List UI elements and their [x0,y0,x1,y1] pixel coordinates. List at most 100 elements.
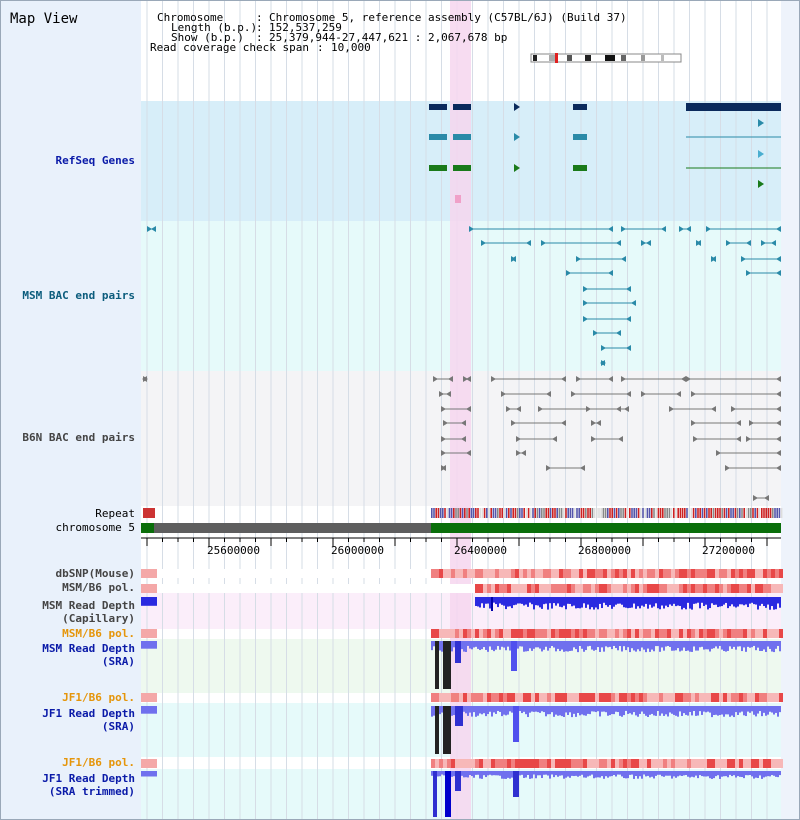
polymorphism-strip [519,759,523,768]
read-depth-bar [679,597,681,606]
read-depth-bar [733,597,735,607]
polymorphism-strip [595,629,599,638]
repeat-feature [609,508,611,518]
track-label-repeat[interactable]: Repeat [95,507,135,520]
read-depth-bar [697,706,699,716]
read-depth-bar [635,597,637,609]
polymorphism-strip [483,629,487,638]
polymorphism-strip [575,629,579,638]
repeat-feature [730,508,732,518]
bac-end-pair [469,226,474,232]
track-label-refseq[interactable]: RefSeq Genes [55,154,135,167]
read-depth-bar [543,641,545,650]
read-depth-bar [559,641,561,652]
bac-end-pair [516,436,521,442]
repeat-feature [466,508,468,518]
read-depth-bar [761,706,763,717]
track-label-jf1-depth-trimmed[interactable]: JF1 Read Depth [42,772,135,785]
polymorphism-strip [555,693,559,702]
read-depth-bar [701,597,703,603]
polymorphism-strip [719,629,723,638]
repeat-feature [637,508,640,518]
track-label-jf1-pol-1[interactable]: JF1/B6 pol. [62,691,135,704]
polymorphism-strip [775,584,779,593]
polymorphism-strip [759,584,763,593]
repeat-feature [543,508,545,518]
polymorphism-strip [631,629,635,638]
repeat-feature [717,508,719,518]
read-depth-bar [607,706,609,716]
repeat-feature [723,508,726,518]
read-depth-bar [749,771,751,776]
read-depth-bar [571,706,573,718]
polymorphism-strip [615,629,619,638]
read-depth-bar [499,597,501,604]
read-depth-bar [755,597,757,605]
track-label-msm-depth-sra[interactable]: MSM Read Depth [42,642,135,655]
polymorphism-strip [759,759,763,768]
polymorphism-strip [479,693,483,702]
track-label-dbsnp[interactable]: dbSNP(Mouse) [55,567,135,580]
read-depth-bar [531,597,533,605]
read-depth-bar [665,641,667,647]
polymorphism-strip [515,569,519,578]
bac-end-pair [443,420,448,426]
read-depth-bar [729,641,731,647]
track-label-jf1-pol-2[interactable]: JF1/B6 pol. [62,756,135,769]
bac-end-pair [441,450,446,456]
read-depth-bar [529,706,531,713]
polymorphism-strip [519,693,523,702]
read-depth-bar [661,771,663,777]
read-depth-bar [615,641,617,649]
read-depth-bar [735,771,737,778]
polymorphism-strip [755,569,759,578]
read-depth-bar [763,771,765,778]
polymorphism-strip [643,759,647,768]
read-depth-bar [591,641,593,650]
read-depth-bar [597,597,599,610]
read-depth-bar [775,641,777,649]
read-depth-bar [497,597,499,608]
read-depth-bar [719,771,721,779]
polymorphism-strip [459,693,463,702]
read-depth-bar [777,641,779,647]
read-depth-bar [617,597,619,604]
gene-feature [429,134,447,140]
ideogram-band [661,55,664,61]
read-depth-bar [621,641,623,652]
polymorphism-strip [735,569,739,578]
read-depth-bar [707,706,709,712]
polymorphism-strip [707,693,711,702]
polymorphism-strip [503,584,507,593]
track-label-msm-depth-capillary[interactable]: MSM Read Depth [42,599,135,612]
polymorphism-strip [439,693,443,702]
read-depth-bar [141,597,157,606]
track-label-msm-bac[interactable]: MSM BAC end pairs [22,289,135,302]
polymorphism-strip [743,759,747,768]
bac-end-pair [749,420,754,426]
read-depth-bar [499,771,501,776]
polymorphism-gap [157,584,475,593]
track-label-msm-pol-1[interactable]: MSM/B6 pol. [62,581,135,594]
polymorphism-strip [771,584,775,593]
track-label-chromosome[interactable]: chromosome 5 [55,521,135,534]
read-depth-bar [767,597,769,605]
read-depth-bar [477,597,479,607]
polymorphism-strip [487,569,491,578]
polymorphism-strip [755,584,759,593]
polymorphism-strip [671,693,675,702]
track-label-msm-pol-2[interactable]: MSM/B6 pol. [62,627,135,640]
bac-end-pair [151,226,156,232]
track-label-b6n-bac[interactable]: B6N BAC end pairs [22,431,135,444]
polymorphism-strip [599,569,603,578]
polymorphism-strip [611,569,615,578]
polymorphism-strip [463,629,467,638]
read-depth-bar [651,706,653,714]
track-label-jf1-depth-sra[interactable]: JF1 Read Depth [42,707,135,720]
repeat-feature [712,508,715,518]
read-depth-bar [475,771,477,775]
read-depth-bar [739,706,741,713]
read-depth-bar [475,597,477,606]
polymorphism-strip [431,629,435,638]
